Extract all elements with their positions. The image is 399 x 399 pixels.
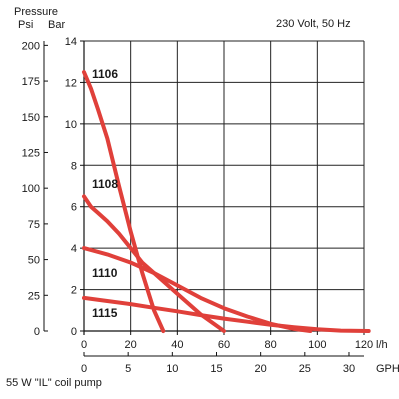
curve-1115 bbox=[82, 295, 371, 333]
bar-tick-label: 4 bbox=[71, 243, 77, 255]
gph-tick-label: 0 bbox=[81, 363, 87, 375]
psi-tick-label: 75 bbox=[28, 219, 40, 231]
bar-tick-label: 14 bbox=[65, 36, 77, 48]
bar-tick-label: 2 bbox=[71, 285, 77, 297]
bar-tick-label: 8 bbox=[71, 160, 77, 172]
series-label-1115: 1115 bbox=[92, 306, 118, 320]
gph-tick-label: 15 bbox=[210, 363, 222, 375]
series-label-1110: 1110 bbox=[92, 266, 118, 280]
voltage-label: 230 Volt, 50 Hz bbox=[276, 18, 351, 30]
chart-grid bbox=[84, 40, 365, 331]
pump-curves bbox=[82, 70, 371, 333]
gph-tick-label: 30 bbox=[343, 363, 355, 375]
series-label-1106: 1106 bbox=[92, 67, 118, 81]
gph-tick-label: 25 bbox=[299, 363, 311, 375]
psi-tick-label: 25 bbox=[28, 290, 40, 302]
psi-tick-label: 150 bbox=[22, 112, 40, 124]
bar-tick-label: 10 bbox=[65, 119, 77, 131]
x-tick-label: 20 bbox=[125, 339, 137, 351]
x-tick-label: 40 bbox=[171, 339, 183, 351]
bar-tick-label: 6 bbox=[71, 202, 77, 214]
x-axis-label: l/h bbox=[376, 339, 388, 351]
bar-tick-label: 12 bbox=[65, 77, 77, 89]
x-tick-label: 60 bbox=[218, 339, 230, 351]
x-tick-label: 100 bbox=[308, 339, 326, 351]
gph-tick-label: 20 bbox=[255, 363, 267, 375]
curve-1108 bbox=[82, 194, 226, 333]
psi-tick-label: 125 bbox=[22, 147, 40, 159]
bar-unit-label: Bar bbox=[48, 19, 66, 31]
gph-tick-label: 5 bbox=[125, 363, 131, 375]
gph-axis-label: GPH bbox=[376, 363, 399, 375]
psi-unit-label: Psi bbox=[18, 19, 34, 31]
psi-tick-label: 0 bbox=[34, 326, 40, 338]
x-tick-label: 0 bbox=[81, 339, 87, 351]
bar-tick-label: 0 bbox=[71, 326, 77, 338]
psi-tick-label: 200 bbox=[22, 40, 40, 52]
pump-caption: 55 W "IL" coil pump bbox=[6, 377, 102, 389]
series-label-1108: 1108 bbox=[92, 177, 118, 191]
pressure-label: Pressure bbox=[14, 6, 59, 18]
psi-tick-label: 50 bbox=[28, 255, 40, 267]
x-tick-label: 120 bbox=[355, 339, 373, 351]
x-tick-label: 80 bbox=[265, 339, 277, 351]
psi-tick-label: 100 bbox=[22, 183, 40, 195]
curve-1106 bbox=[82, 70, 166, 333]
psi-tick-label: 175 bbox=[22, 76, 40, 88]
gph-tick-label: 10 bbox=[166, 363, 178, 375]
